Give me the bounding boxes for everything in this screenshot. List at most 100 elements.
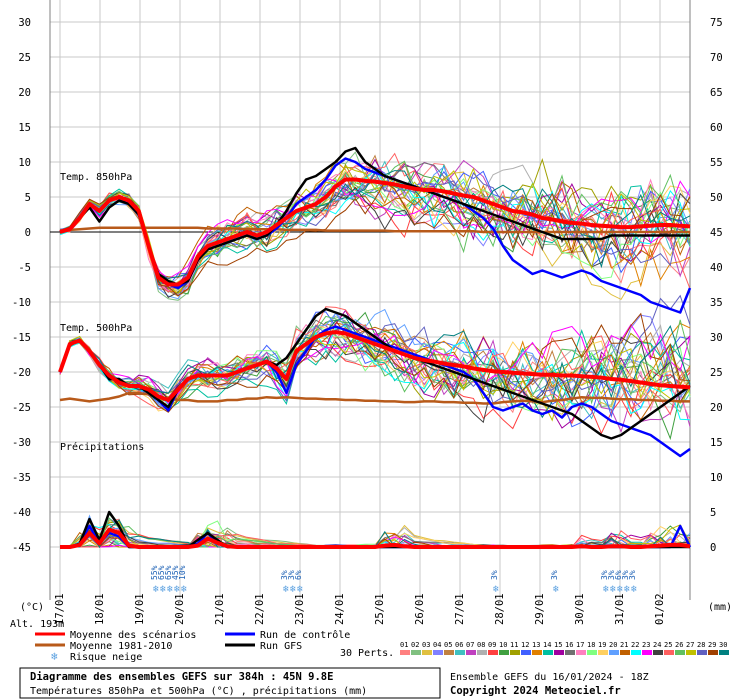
legend-label: Moyenne des scénarios bbox=[70, 629, 196, 641]
snow-flake-icon: ❄ bbox=[290, 584, 297, 595]
x-date-label: 24/01 bbox=[334, 593, 346, 625]
t850-series-line bbox=[59, 177, 691, 287]
left-tick-label: -5 bbox=[18, 262, 31, 274]
pert-color-swatch bbox=[598, 650, 608, 655]
footer-box bbox=[19, 667, 441, 699]
pert-color-swatch bbox=[554, 650, 564, 655]
snow-risk-markers: 55%❄65%❄65%❄45%❄10%❄3%❄3%❄6%❄3%❄3%❄3%❄3%… bbox=[150, 565, 638, 595]
t500-series-line bbox=[58, 330, 691, 402]
pert-number: 07 bbox=[466, 641, 474, 649]
copyright: Copyright 2024 Meteociel.fr bbox=[450, 685, 621, 697]
pert-number: 26 bbox=[675, 641, 683, 649]
x-date-label: 01/02 bbox=[654, 593, 666, 625]
pert-number: 23 bbox=[642, 641, 650, 649]
run-info: Ensemble GEFS du 16/01/2024 - 18Z bbox=[450, 672, 649, 683]
pert-color-swatch bbox=[433, 650, 443, 655]
pert-number: 12 bbox=[521, 641, 529, 649]
snow-flake-icon: ❄ bbox=[610, 584, 617, 595]
snow-flake-icon: ❄ bbox=[603, 584, 610, 595]
t850-series-line bbox=[59, 226, 690, 234]
pert-color-swatch bbox=[477, 650, 487, 655]
ensemble-member-line bbox=[59, 186, 691, 298]
right-tick-label: 20 bbox=[710, 402, 723, 414]
ensemble-member-line bbox=[59, 316, 691, 419]
snow-flake-icon: ❄ bbox=[160, 584, 167, 595]
right-tick-label: 35 bbox=[710, 297, 723, 309]
x-date-label: 31/01 bbox=[614, 593, 626, 625]
snow-flake-icon: ❄ bbox=[493, 584, 500, 595]
pert-color-swatch bbox=[675, 650, 685, 655]
pert-number: 28 bbox=[697, 641, 705, 649]
pert-number: 18 bbox=[587, 641, 595, 649]
plot-background bbox=[50, 0, 690, 600]
right-tick-label: 0 bbox=[710, 542, 716, 554]
snow-flake-icon: ❄ bbox=[181, 584, 188, 595]
left-tick-label: 15 bbox=[18, 122, 31, 134]
x-date-label: 30/01 bbox=[574, 593, 586, 625]
snow-flake-icon: ❄ bbox=[297, 584, 304, 595]
x-date-label: 27/01 bbox=[454, 593, 466, 625]
pert-number: 15 bbox=[554, 641, 562, 649]
snow-risk-label: 65% bbox=[164, 565, 173, 580]
ensemble-member-line bbox=[59, 312, 691, 413]
panel-label-t500: Temp. 500hPa bbox=[60, 323, 132, 334]
pert-color-swatch bbox=[565, 650, 575, 655]
right-tick-label: 30 bbox=[710, 332, 723, 344]
snow-risk-label: 3% bbox=[287, 570, 296, 580]
x-date-label: 28/01 bbox=[494, 593, 506, 625]
left-tick-label: -10 bbox=[12, 297, 31, 309]
pert-number: 13 bbox=[532, 641, 540, 649]
pert-number: 21 bbox=[620, 641, 628, 649]
pert-color-swatch bbox=[455, 650, 465, 655]
pert-color-swatch bbox=[620, 650, 630, 655]
chart-axes: 302520151050-5-10-15-20-25-30-35-40-4575… bbox=[12, 17, 723, 625]
footer-subtitle: Températures 850hPa et 500hPa (°C) , pré… bbox=[30, 685, 367, 697]
right-tick-label: 25 bbox=[710, 367, 723, 379]
left-tick-label: -40 bbox=[12, 507, 31, 519]
snow-flake-icon: ❄ bbox=[153, 584, 160, 595]
altitude-label: Alt. 193m bbox=[10, 619, 64, 630]
ensemble-member-line bbox=[59, 178, 691, 280]
left-tick-label: -45 bbox=[12, 542, 31, 554]
snow-flake-icon: ❄ bbox=[617, 584, 624, 595]
snow-risk-label: 3% bbox=[628, 570, 637, 580]
pert-color-swatch bbox=[466, 650, 476, 655]
right-tick-label: 10 bbox=[710, 472, 723, 484]
perts-label: 30 Perts. bbox=[340, 648, 394, 659]
snow-risk-label: 6% bbox=[294, 570, 303, 580]
pert-number: 06 bbox=[455, 641, 463, 649]
pert-number: 25 bbox=[664, 641, 672, 649]
pert-number: 01 bbox=[400, 641, 408, 649]
right-tick-label: 40 bbox=[710, 262, 723, 274]
x-date-label: 20/01 bbox=[174, 593, 186, 625]
x-date-label: 17/01 bbox=[54, 593, 66, 625]
pert-color-swatch bbox=[653, 650, 663, 655]
pert-color-swatch bbox=[521, 650, 531, 655]
snow-flake-icon: ❄ bbox=[283, 584, 290, 595]
pert-number: 27 bbox=[686, 641, 694, 649]
snow-risk-label: 3% bbox=[490, 570, 499, 580]
pert-color-swatch bbox=[510, 650, 520, 655]
snow-risk-label: 3% bbox=[621, 570, 630, 580]
pert-color-swatch bbox=[664, 650, 674, 655]
pert-color-swatch bbox=[719, 650, 729, 655]
pert-color-swatch bbox=[708, 650, 718, 655]
legend-label: Run GFS bbox=[260, 641, 302, 652]
pert-color-swatch bbox=[488, 650, 498, 655]
pert-number: 08 bbox=[477, 641, 485, 649]
pert-number: 04 bbox=[433, 641, 441, 649]
right-tick-label: 5 bbox=[710, 507, 716, 519]
precip-series-line bbox=[60, 527, 691, 549]
left-tick-label: 0 bbox=[25, 227, 31, 239]
left-tick-label: 25 bbox=[18, 52, 31, 64]
left-tick-label: -35 bbox=[12, 472, 31, 484]
right-tick-label: 60 bbox=[710, 122, 723, 134]
chart-legend: Moyenne des scénarios Run de contrôle Moye… bbox=[35, 629, 729, 663]
pert-number: 22 bbox=[631, 641, 639, 649]
pert-color-swatch bbox=[631, 650, 641, 655]
snow-risk-label: 3% bbox=[550, 570, 559, 580]
x-date-label: 18/01 bbox=[94, 593, 106, 625]
t500-series-line bbox=[58, 325, 691, 458]
panel-label-t850: Temp. 850hPa bbox=[60, 172, 132, 183]
main-series bbox=[58, 146, 692, 549]
